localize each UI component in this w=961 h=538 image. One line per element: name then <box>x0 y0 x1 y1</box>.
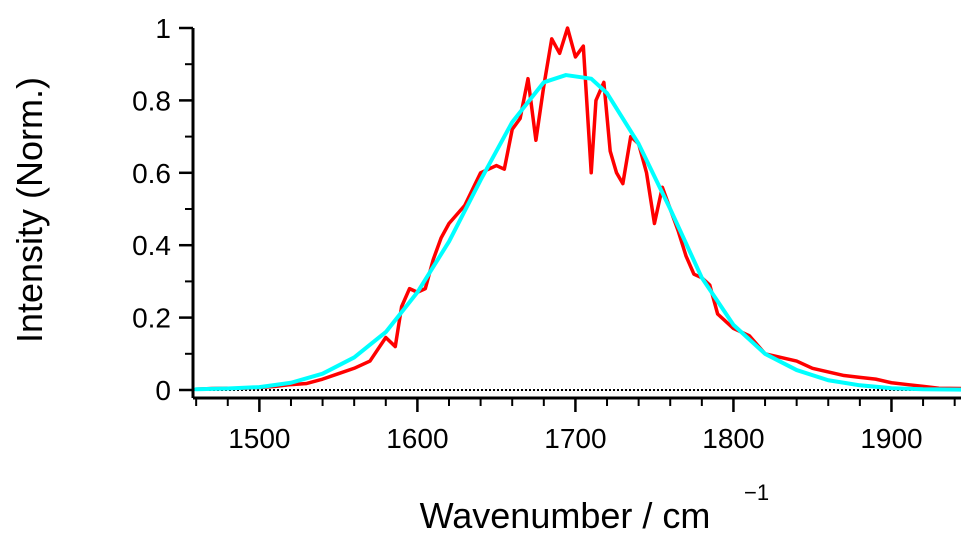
axes-layer <box>191 28 961 400</box>
labels-layer: Wavenumber / cm −1 Intensity (Norm.) <box>9 77 769 536</box>
x-tick-label: 1700 <box>544 423 606 454</box>
x-tick-label: 1500 <box>228 423 290 454</box>
y-tick-label: 1 <box>155 13 171 44</box>
y-axis-label: Intensity (Norm.) <box>9 77 50 343</box>
x-axis-label-text: Wavenumber / cm <box>420 495 711 536</box>
x-tick-label: 1600 <box>386 423 448 454</box>
ticks-layer: 0 0.2 0.4 0.6 0.8 1 1500 1600 1700 1800 1900 <box>132 13 956 454</box>
x-tick-label: 1900 <box>860 423 922 454</box>
y-tick-label: 0.4 <box>132 230 171 261</box>
y-tick-label: 0 <box>155 375 171 406</box>
y-tick-label: 0.2 <box>132 303 171 334</box>
x-axis-label-superscript: −1 <box>744 480 769 505</box>
y-tick-label: 0.8 <box>132 85 171 116</box>
spectrum-data-line <box>194 26 961 392</box>
y-tick-label: 0.6 <box>132 158 171 189</box>
series-layer <box>194 26 961 392</box>
x-tick-label: 1800 <box>702 423 764 454</box>
fit-curve-line <box>194 73 961 392</box>
x-axis-label: Wavenumber / cm <box>420 495 711 536</box>
